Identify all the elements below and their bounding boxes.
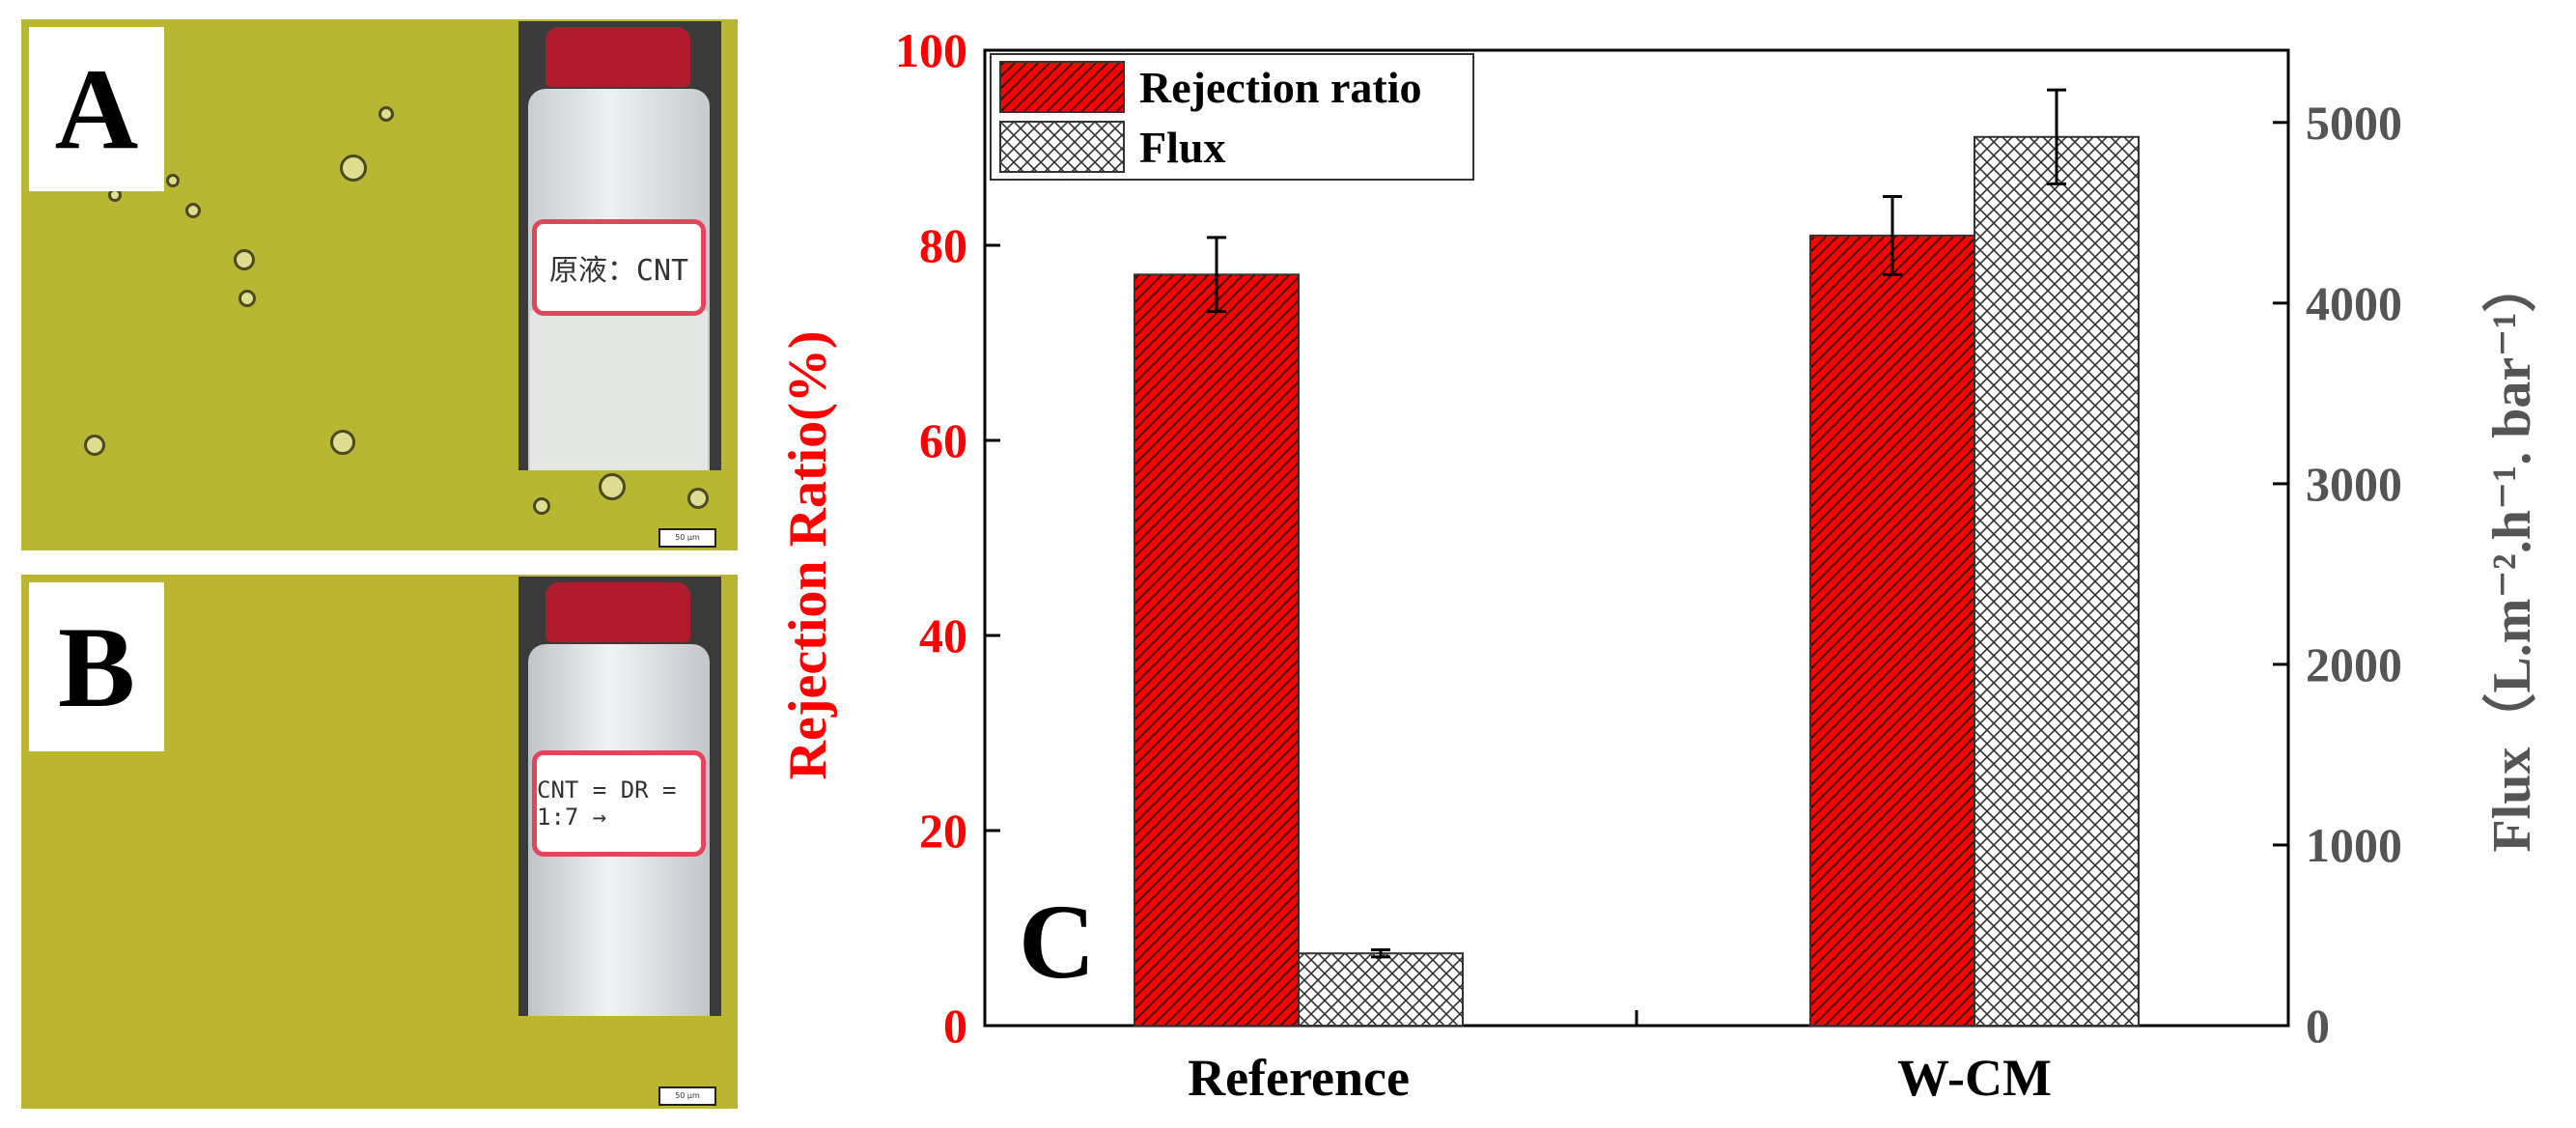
plot-frame (983, 48, 2290, 1028)
panel-a-letter: A (29, 27, 164, 191)
droplet (340, 155, 367, 182)
y-right-tick-label: 0 (2306, 999, 2330, 1053)
y-right-tick-label: 5000 (2306, 96, 2402, 150)
droplet (533, 497, 550, 515)
y-left-tick-label: 100 (895, 23, 967, 77)
droplet (185, 203, 201, 218)
bar-flux (1974, 135, 2140, 1027)
legend-swatch (999, 121, 1125, 173)
legend-label: Flux (1139, 123, 1225, 172)
legend: Rejection ratio Flux (990, 53, 1474, 181)
y-axis-label-left: Rejection Ratio(%) (778, 331, 838, 780)
bottle-liquid (530, 311, 708, 470)
bar-rejection-ratio (1134, 273, 1300, 1027)
droplet (234, 249, 255, 270)
panel-a-bottle-photo: 原液：CNT (518, 21, 721, 470)
bar-rejection-ratio (1809, 234, 1975, 1027)
droplet (84, 435, 105, 456)
y-right-tick-label: 4000 (2306, 276, 2402, 330)
y-left-tick-label: 80 (919, 218, 967, 272)
y-axis-label-right: Flux（L.m⁻².h⁻¹. bar⁻¹） (2481, 258, 2542, 852)
panel-b-bottle-photo: CNT = DR = 1:7 → (518, 577, 721, 1016)
y-right-tick-label: 1000 (2306, 818, 2402, 872)
droplet (599, 473, 626, 500)
droplet (166, 174, 180, 187)
legend-swatch (999, 61, 1125, 113)
y-left-tick-label: 20 (919, 804, 967, 858)
panel-a-bottle-label: 原液：CNT (532, 219, 706, 316)
y-left-tick-label: 40 (919, 608, 967, 663)
droplet (378, 106, 394, 122)
legend-label: Rejection ratio (1139, 63, 1422, 112)
panel-c-letter: C (1019, 883, 1095, 1001)
bottle-cap (546, 27, 690, 87)
droplet (687, 488, 709, 509)
y-left-tick-label: 60 (919, 413, 967, 467)
x-category-label: W-CM (1897, 1049, 2052, 1107)
panel-b-letter: B (29, 582, 164, 751)
panel-b-bottle-label: CNT = DR = 1:7 → (532, 750, 706, 857)
droplet (238, 290, 256, 307)
panel-a-scale-bar: 50 μm (658, 528, 716, 548)
y-right-tick-label: 3000 (2306, 457, 2402, 511)
y-left-tick-label: 0 (943, 999, 967, 1053)
y-right-tick-label: 2000 (2306, 637, 2402, 691)
bottle-cap (546, 582, 690, 642)
x-category-label: Reference (1188, 1049, 1410, 1107)
droplet (330, 430, 355, 455)
bar-flux (1298, 952, 1464, 1027)
panel-b-scale-bar: 50 μm (658, 1086, 716, 1106)
